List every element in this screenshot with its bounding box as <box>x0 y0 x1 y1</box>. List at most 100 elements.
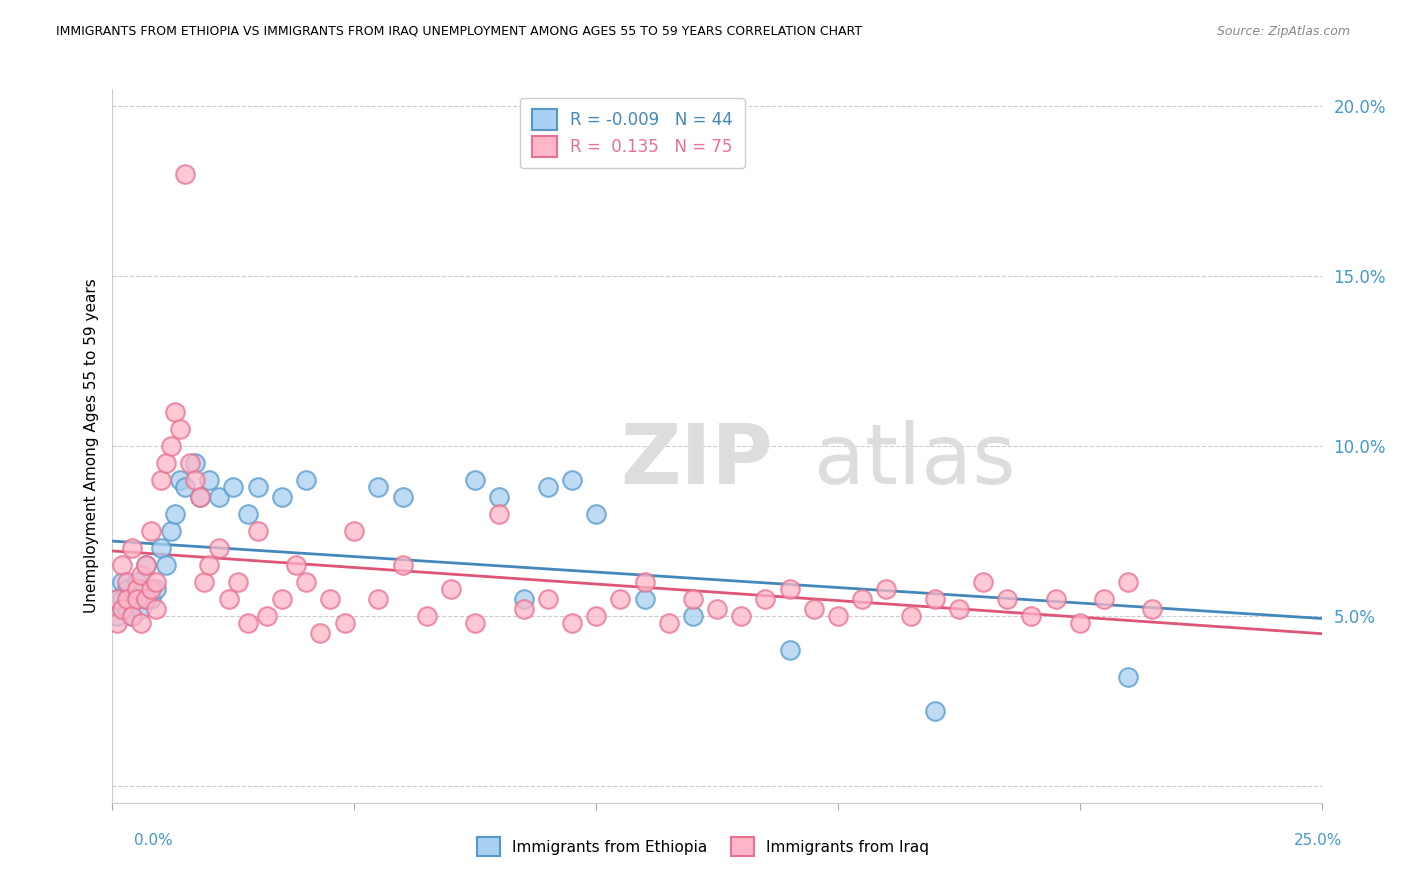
Point <box>270 591 292 606</box>
Point <box>121 608 143 623</box>
Text: atlas: atlas <box>814 420 1015 500</box>
Point <box>561 473 583 487</box>
Point <box>972 574 994 589</box>
Text: 25.0%: 25.0% <box>1295 833 1343 847</box>
Point <box>537 480 560 494</box>
Point <box>165 405 187 419</box>
Point <box>295 574 318 589</box>
Point <box>125 591 148 606</box>
Point <box>924 591 946 606</box>
Point <box>658 615 681 630</box>
Point <box>1116 670 1139 684</box>
Point <box>803 602 825 616</box>
Point <box>121 591 143 606</box>
Point <box>633 574 655 589</box>
Point <box>141 582 163 596</box>
Point <box>309 626 332 640</box>
Point <box>141 591 163 606</box>
Point <box>145 574 167 589</box>
Y-axis label: Unemployment Among Ages 55 to 59 years: Unemployment Among Ages 55 to 59 years <box>83 278 98 614</box>
Point <box>188 490 211 504</box>
Point <box>222 480 245 494</box>
Point <box>270 490 292 504</box>
Legend: R = -0.009   N = 44, R =  0.135   N = 75: R = -0.009 N = 44, R = 0.135 N = 75 <box>520 97 745 169</box>
Point <box>155 558 177 572</box>
Point <box>246 524 269 538</box>
Point <box>779 643 801 657</box>
Point <box>464 473 486 487</box>
Point <box>236 507 259 521</box>
Point <box>198 558 221 572</box>
Point <box>179 456 201 470</box>
Point <box>159 439 181 453</box>
Point <box>111 591 134 606</box>
Point <box>135 591 157 606</box>
Point <box>367 480 389 494</box>
Point <box>633 591 655 606</box>
Point <box>851 591 873 606</box>
Point <box>226 574 249 589</box>
Text: IMMIGRANTS FROM ETHIOPIA VS IMMIGRANTS FROM IRAQ UNEMPLOYMENT AMONG AGES 55 TO 5: IMMIGRANTS FROM ETHIOPIA VS IMMIGRANTS F… <box>56 25 862 38</box>
Point <box>183 456 205 470</box>
Point <box>256 608 278 623</box>
Point <box>754 591 776 606</box>
Point <box>561 615 583 630</box>
Point <box>440 582 463 596</box>
Point <box>1045 591 1067 606</box>
Point <box>169 473 191 487</box>
Point <box>512 602 534 616</box>
Point <box>174 167 197 181</box>
Point <box>367 591 389 606</box>
Point <box>218 591 240 606</box>
Point <box>159 524 181 538</box>
Point <box>193 574 215 589</box>
Point <box>198 473 221 487</box>
Point <box>183 473 205 487</box>
Point <box>609 591 631 606</box>
Point <box>391 558 413 572</box>
Point <box>246 480 269 494</box>
Point <box>682 591 704 606</box>
Point <box>585 507 607 521</box>
Point <box>188 490 211 504</box>
Point <box>105 591 128 606</box>
Point <box>165 507 187 521</box>
Text: 0.0%: 0.0% <box>134 833 173 847</box>
Point <box>488 490 510 504</box>
Point <box>416 608 439 623</box>
Point <box>115 582 138 596</box>
Point <box>995 591 1018 606</box>
Point <box>111 558 134 572</box>
Point <box>169 422 191 436</box>
Legend: Immigrants from Ethiopia, Immigrants from Iraq: Immigrants from Ethiopia, Immigrants fro… <box>471 831 935 862</box>
Point <box>512 591 534 606</box>
Point <box>145 602 167 616</box>
Point <box>115 591 138 606</box>
Point <box>174 480 197 494</box>
Point <box>948 602 970 616</box>
Point <box>125 574 148 589</box>
Point <box>900 608 922 623</box>
Point <box>105 615 128 630</box>
Point <box>111 574 134 589</box>
Point <box>285 558 308 572</box>
Point <box>131 568 153 582</box>
Point <box>155 456 177 470</box>
Point <box>125 582 148 596</box>
Point <box>115 574 138 589</box>
Point <box>924 704 946 718</box>
Point <box>343 524 366 538</box>
Text: Source: ZipAtlas.com: Source: ZipAtlas.com <box>1216 25 1350 38</box>
Point <box>149 473 172 487</box>
Point <box>111 602 134 616</box>
Point <box>827 608 849 623</box>
Point <box>208 490 231 504</box>
Point <box>135 558 157 572</box>
Point <box>464 615 486 630</box>
Point <box>135 591 157 606</box>
Point <box>115 602 138 616</box>
Text: ZIP: ZIP <box>620 420 773 500</box>
Point <box>706 602 728 616</box>
Point <box>208 541 231 555</box>
Point <box>295 473 318 487</box>
